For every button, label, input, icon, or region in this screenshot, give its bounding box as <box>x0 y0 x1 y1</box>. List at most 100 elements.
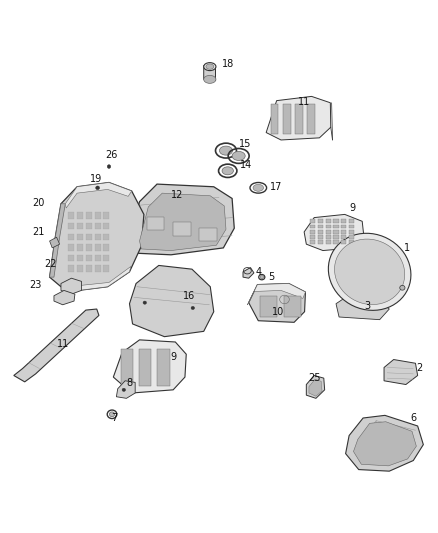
Polygon shape <box>49 182 144 290</box>
Polygon shape <box>86 233 92 240</box>
Polygon shape <box>14 309 99 382</box>
Polygon shape <box>325 240 331 244</box>
Polygon shape <box>68 255 74 261</box>
Polygon shape <box>341 230 346 233</box>
Polygon shape <box>68 233 74 240</box>
Text: 8: 8 <box>127 378 133 389</box>
Text: 11: 11 <box>57 338 69 349</box>
Polygon shape <box>204 66 215 80</box>
Text: 25: 25 <box>308 373 321 383</box>
Polygon shape <box>333 230 339 233</box>
Polygon shape <box>285 296 301 317</box>
Polygon shape <box>325 235 331 239</box>
Polygon shape <box>341 219 346 223</box>
Polygon shape <box>325 224 331 228</box>
Polygon shape <box>139 349 151 386</box>
Polygon shape <box>349 240 354 244</box>
Polygon shape <box>65 182 132 208</box>
Polygon shape <box>61 278 81 294</box>
Polygon shape <box>353 422 417 466</box>
Text: 10: 10 <box>272 306 285 317</box>
Polygon shape <box>68 223 74 229</box>
Polygon shape <box>95 255 101 261</box>
Polygon shape <box>318 224 323 228</box>
Polygon shape <box>304 214 364 251</box>
Polygon shape <box>341 240 346 244</box>
Polygon shape <box>341 235 346 239</box>
Polygon shape <box>86 223 92 229</box>
Ellipse shape <box>95 186 99 190</box>
Polygon shape <box>349 219 354 223</box>
Polygon shape <box>310 219 315 223</box>
Text: 1: 1 <box>404 243 410 253</box>
Polygon shape <box>95 244 101 251</box>
Polygon shape <box>335 239 405 304</box>
Polygon shape <box>310 230 315 233</box>
Text: 2: 2 <box>416 362 422 373</box>
Polygon shape <box>325 219 331 223</box>
Text: 9: 9 <box>170 352 176 362</box>
Text: 5: 5 <box>268 272 275 282</box>
Polygon shape <box>309 379 322 396</box>
Polygon shape <box>307 104 315 134</box>
Polygon shape <box>341 224 346 228</box>
Text: 26: 26 <box>105 150 117 160</box>
Ellipse shape <box>204 62 216 70</box>
Polygon shape <box>325 230 331 233</box>
Polygon shape <box>333 240 339 244</box>
Polygon shape <box>333 219 339 223</box>
Polygon shape <box>349 235 354 239</box>
Polygon shape <box>86 255 92 261</box>
Polygon shape <box>113 340 186 393</box>
Polygon shape <box>121 349 133 386</box>
Ellipse shape <box>232 151 245 160</box>
Polygon shape <box>243 268 254 278</box>
Polygon shape <box>247 284 305 305</box>
Polygon shape <box>306 375 325 398</box>
Text: 17: 17 <box>269 182 282 192</box>
Polygon shape <box>271 104 279 134</box>
Polygon shape <box>310 240 315 244</box>
Polygon shape <box>295 104 303 134</box>
Text: 19: 19 <box>90 174 102 184</box>
Text: 4: 4 <box>255 267 261 277</box>
Polygon shape <box>140 193 226 251</box>
Text: 20: 20 <box>32 198 45 208</box>
Polygon shape <box>54 290 75 305</box>
Ellipse shape <box>253 184 264 191</box>
Ellipse shape <box>219 146 233 155</box>
Polygon shape <box>103 212 110 219</box>
Text: 23: 23 <box>29 280 42 290</box>
Text: 18: 18 <box>222 60 234 69</box>
Polygon shape <box>103 233 110 240</box>
Polygon shape <box>384 360 418 384</box>
Text: 16: 16 <box>183 290 195 301</box>
Ellipse shape <box>400 285 405 290</box>
Polygon shape <box>103 265 110 272</box>
Polygon shape <box>95 265 101 272</box>
Polygon shape <box>68 265 74 272</box>
Polygon shape <box>49 204 65 277</box>
Polygon shape <box>65 266 131 290</box>
Polygon shape <box>333 224 339 228</box>
Text: 7: 7 <box>111 413 117 423</box>
Polygon shape <box>77 244 83 251</box>
Text: 6: 6 <box>410 413 417 423</box>
Polygon shape <box>310 224 315 228</box>
Ellipse shape <box>122 388 126 391</box>
Polygon shape <box>318 240 323 244</box>
Polygon shape <box>77 223 83 229</box>
Polygon shape <box>157 349 170 386</box>
Polygon shape <box>77 233 83 240</box>
Text: 21: 21 <box>32 227 45 237</box>
Ellipse shape <box>222 167 233 175</box>
Polygon shape <box>77 265 83 272</box>
Polygon shape <box>349 224 354 228</box>
Polygon shape <box>103 255 110 261</box>
Text: 12: 12 <box>171 190 184 200</box>
Polygon shape <box>328 233 411 310</box>
Ellipse shape <box>204 75 216 83</box>
Text: 15: 15 <box>239 139 251 149</box>
Text: 14: 14 <box>240 160 252 171</box>
Polygon shape <box>318 219 323 223</box>
